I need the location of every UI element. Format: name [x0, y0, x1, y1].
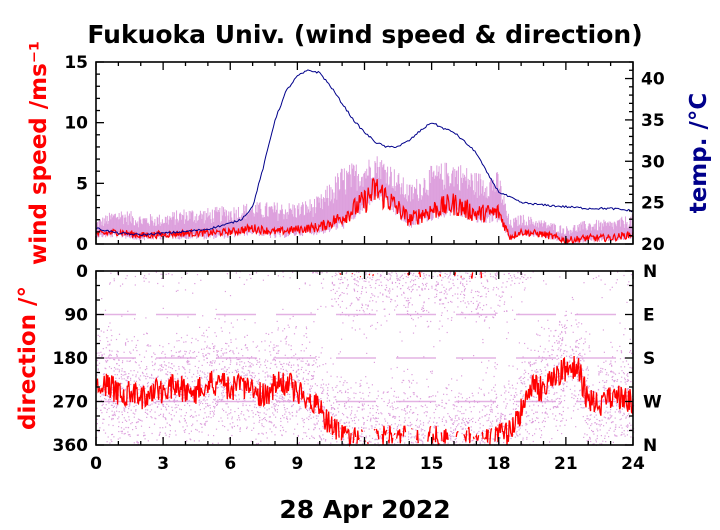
direction-axis-label: direction /°	[15, 286, 41, 430]
x-tick-label: 6	[224, 454, 236, 474]
bottom-panel: 0 3 6 9 12 15 18 21 24 0 90 180 270 360 N E S W N	[53, 262, 663, 474]
wind-speed-tick-label: 0	[76, 235, 88, 255]
compass-tick-label: S	[643, 349, 655, 369]
wind-speed-tick-label: 10	[64, 114, 88, 134]
compass-tick-label: N	[643, 262, 657, 282]
wind-speed-series	[95, 178, 634, 245]
wind-speed-tick-label: 5	[76, 174, 88, 194]
temperature-series	[95, 69, 634, 237]
compass-tick-label: W	[643, 393, 662, 413]
x-tick-label: 18	[487, 454, 511, 474]
x-tick-label: 0	[90, 454, 102, 474]
x-tick-label: 9	[291, 454, 303, 474]
chart-title: Fukuoka Univ. (wind speed & direction)	[87, 20, 642, 49]
x-tick-label: 24	[621, 454, 645, 474]
direction-tick-label: 180	[53, 349, 89, 369]
compass-tick-label: N	[643, 436, 657, 456]
wind-speed-tick-label: 15	[64, 53, 88, 73]
direction-tick-label: 90	[64, 306, 88, 326]
temperature-tick-label: 25	[641, 194, 665, 214]
temperature-tick-label: 40	[641, 70, 665, 90]
temperature-tick-label: 20	[641, 235, 665, 255]
date-axis-label: 28 Apr 2022	[279, 495, 450, 524]
temperature-tick-label: 30	[641, 152, 665, 172]
temperature-axis-label: temp. /°C	[686, 93, 712, 214]
direction-tick-label: 0	[76, 262, 88, 282]
direction-series	[95, 271, 634, 447]
temperature-tick-label: 35	[641, 111, 665, 131]
direction-scatter-series	[96, 271, 635, 447]
bottom-axis-ticks: 0 3 6 9 12 15 18 21 24 0 90 180 270 360 N E S W N	[53, 262, 663, 474]
direction-tick-label: 360	[53, 436, 89, 456]
top-panel: 0 5 10 15 20 25 30 35 40	[64, 53, 665, 255]
x-tick-label: 21	[554, 454, 578, 474]
compass-tick-label: E	[643, 306, 655, 326]
x-tick-label: 15	[420, 454, 444, 474]
direction-tick-label: 270	[53, 393, 89, 413]
gust-series	[95, 156, 634, 244]
wind-speed-axis-label: wind speed /ms⁻¹	[26, 41, 52, 265]
x-tick-label: 3	[157, 454, 169, 474]
top-axis-ticks: 0 5 10 15 20 25 30 35 40	[64, 53, 665, 255]
x-tick-label: 12	[353, 454, 377, 474]
